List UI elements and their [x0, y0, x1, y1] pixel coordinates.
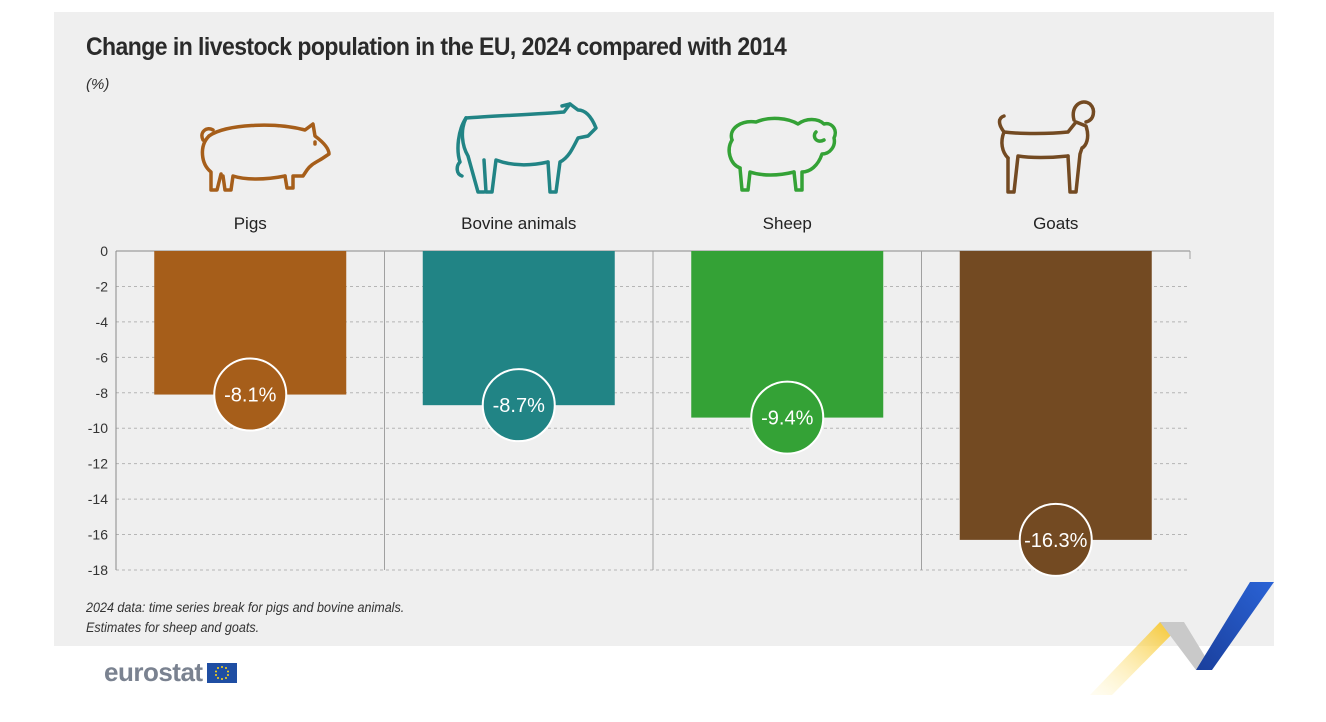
y-tick-label: -16	[88, 527, 108, 543]
eurostat-logo[interactable]: eurostat	[104, 657, 237, 688]
footnote-line-2: Estimates for sheep and goats.	[86, 620, 260, 635]
category-label: Goats	[1033, 214, 1078, 233]
footnote-line-1: 2024 data: time series break for pigs an…	[86, 600, 405, 615]
value-bubble	[481, 368, 556, 443]
category-label: Bovine animals	[461, 214, 576, 233]
y-tick-label: -18	[88, 562, 108, 578]
bar-goats	[959, 251, 1152, 540]
data-label: -9.4%	[761, 408, 813, 430]
eu-flag-icon	[206, 662, 237, 683]
footnote: 2024 data: time series break for pigs an…	[86, 598, 404, 638]
y-tick-label: -12	[88, 456, 108, 472]
logo-wordmark: eurostat	[104, 657, 203, 687]
unit-label: (%)	[86, 76, 110, 93]
decorative-chevron	[1090, 582, 1274, 695]
value-bubble	[1018, 502, 1093, 577]
y-tick-label: -10	[88, 420, 108, 436]
y-tick-label: -4	[96, 314, 109, 330]
y-tick-label: -2	[96, 278, 109, 294]
y-tick-label: -6	[96, 349, 109, 365]
data-label: -16.3%	[1024, 530, 1088, 552]
cow-icon	[455, 102, 598, 194]
pig-icon	[200, 122, 331, 192]
y-tick-label: -14	[88, 491, 108, 507]
data-label: -8.7%	[493, 395, 545, 417]
goat-icon	[997, 100, 1096, 194]
y-tick-label: -8	[96, 385, 109, 401]
value-bubble	[213, 357, 288, 432]
value-bubble	[750, 380, 825, 455]
data-label: -8.1%	[224, 385, 276, 407]
sheep-icon	[727, 116, 837, 192]
category-label: Pigs	[234, 214, 267, 233]
chart-title: Change in livestock population in the EU…	[86, 33, 787, 61]
category-label: Sheep	[763, 214, 812, 233]
y-tick-label: 0	[100, 243, 108, 259]
